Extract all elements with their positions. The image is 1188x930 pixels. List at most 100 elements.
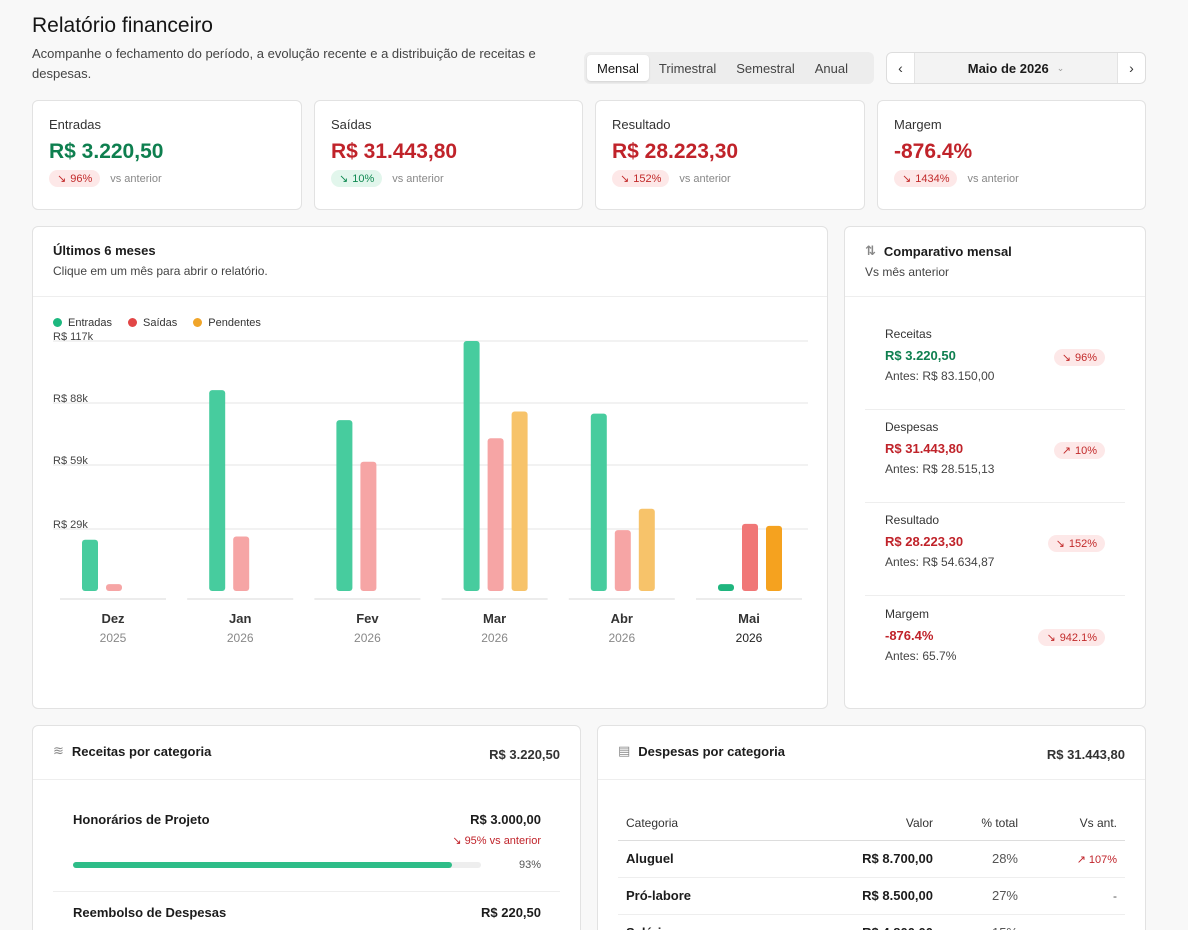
period-tabs: Mensal Trimestral Semestral Anual <box>584 52 874 84</box>
comparison-before: Antes: R$ 28.515,13 <box>885 462 995 476</box>
comparison-item: Despesas R$ 31.443,80 Antes: R$ 28.515,1… <box>865 420 1125 476</box>
arrow-down-right-icon: ↘ <box>339 173 349 185</box>
arrow-down-right-icon: ↘ <box>620 173 630 185</box>
kpi-value: R$ 28.223,30 <box>612 140 739 163</box>
chart-subtitle: Clique em um mês para abrir o relatório. <box>53 264 268 278</box>
arrow-down-right-icon: ↘ <box>452 835 465 847</box>
bar-entradas[interactable] <box>336 420 353 591</box>
kpi-label: Saídas <box>331 117 372 132</box>
x-tick-label[interactable]: Jan <box>229 611 251 626</box>
x-tick-label[interactable]: Mar <box>483 611 506 626</box>
kpi-label: Margem <box>894 117 942 132</box>
x-tick-label[interactable]: Dez <box>101 611 125 626</box>
expense-table: Categoria Valor % total Vs ant. Aluguel … <box>618 806 1125 930</box>
kpi-change-badge: ↘ 1434% <box>894 170 958 187</box>
kpi-vs-label: vs anterior <box>967 172 1019 185</box>
kpi-card-resultado: Resultado R$ 28.223,30 ↘ 152% vs anterior <box>595 100 865 210</box>
tab-semestral[interactable]: Semestral <box>736 60 795 76</box>
chart-card: Últimos 6 meses Clique em um mês para ab… <box>32 226 828 709</box>
col-header-categoria[interactable]: Categoria <box>618 806 808 841</box>
kpi-value: R$ 31.443,80 <box>331 140 458 163</box>
period-dropdown[interactable]: Maio de 2026 ⌄ <box>915 53 1117 83</box>
arrow-down-right-icon: ↘ <box>1046 632 1056 644</box>
expense-categories-title: Despesas por categoria <box>638 743 785 759</box>
bar-entradas[interactable] <box>718 584 734 591</box>
revenue-share-bar <box>73 862 481 868</box>
revenue-category-value: R$ 3.000,00 <box>470 812 541 827</box>
bar-entradas[interactable] <box>463 341 480 591</box>
kpi-card-saidas: Saídas R$ 31.443,80 ↘ 10% vs anterior <box>314 100 583 210</box>
category-cell: Aluguel <box>618 840 808 878</box>
prev-period-button[interactable]: ‹ <box>887 53 915 83</box>
legend-item-pendentes: Pendentes <box>193 317 261 329</box>
expense-categories-total: R$ 31.443,80 <box>1046 747 1125 762</box>
period-label: Maio de 2026 <box>967 60 1049 76</box>
kpi-card-margem: Margem -876.4% ↘ 1434% vs anterior <box>877 100 1146 210</box>
bar-pendentes[interactable] <box>766 525 782 591</box>
y-tick-label: R$ 29k <box>53 519 88 531</box>
comparison-before: Antes: R$ 83.150,00 <box>885 369 995 383</box>
table-row[interactable]: Pró-labore R$ 8.500,00 27% - <box>618 877 1125 915</box>
x-tick-year: 2026 <box>608 631 635 645</box>
kpi-change-badge: ↘ 10% <box>331 170 383 187</box>
revenue-category-value: R$ 220,50 <box>481 905 541 920</box>
table-row[interactable]: Salários R$ 4.800,00 15% <box>618 914 1125 930</box>
expense-categories-card: ▤ Despesas por categoria R$ 31.443,80 Ca… <box>597 725 1146 930</box>
bar-saídas[interactable] <box>233 536 250 591</box>
col-header-valor[interactable]: Valor <box>808 806 933 841</box>
vs-cell: - <box>1018 877 1125 915</box>
table-row[interactable]: Aluguel R$ 8.700,00 28% ↗ 107% <box>618 840 1125 878</box>
comparison-label: Resultado <box>885 513 940 527</box>
comparison-change-badge: ↘ 942.1% <box>1038 629 1105 646</box>
bar-saídas[interactable] <box>614 530 631 591</box>
x-tick-label[interactable]: Abr <box>611 611 633 626</box>
comparison-label: Margem <box>885 607 930 621</box>
tab-trimestral[interactable]: Trimestral <box>658 60 717 76</box>
comparison-change-badge: ↗ 10% <box>1053 442 1105 459</box>
bar-saídas[interactable] <box>487 438 504 591</box>
kpi-change-badge: ↘ 96% <box>49 170 101 187</box>
page-title: Relatório financeiro <box>32 14 213 37</box>
vs-change: - <box>1113 889 1117 903</box>
chevron-right-icon: › <box>1129 60 1134 76</box>
bar-entradas[interactable] <box>590 413 607 591</box>
kpi-label: Entradas <box>49 117 102 132</box>
comparison-value: R$ 28.223,30 <box>885 534 964 549</box>
value-cell: R$ 8.700,00 <box>808 840 933 878</box>
bar-entradas[interactable] <box>209 390 226 591</box>
bar-saídas[interactable] <box>742 523 758 591</box>
x-tick-year: 2026 <box>481 631 508 645</box>
kpi-value: R$ 3.220,50 <box>49 140 164 163</box>
chevron-left-icon: ‹ <box>898 60 903 76</box>
bar-chart: R$ 117k R$ 88k R$ 59k R$ 29k Dez 2025 Jan 2026 F… <box>53 331 808 645</box>
x-tick-year: 2026 <box>354 631 381 645</box>
col-header-vs[interactable]: Vs ant. <box>1018 806 1125 841</box>
y-tick-label: R$ 117k <box>53 331 94 343</box>
x-tick-label[interactable]: Fev <box>356 611 379 626</box>
bar-pendentes[interactable] <box>638 508 655 591</box>
tab-anual[interactable]: Anual <box>814 60 848 76</box>
bar-pendentes[interactable] <box>511 411 528 591</box>
divider <box>865 409 1125 410</box>
arrow-down-right-icon: ↘ <box>1055 538 1065 550</box>
bar-saídas[interactable] <box>360 461 377 591</box>
category-cell: Pró-labore <box>618 877 808 915</box>
chart-legend: Entradas Saídas Pendentes <box>53 317 261 329</box>
value-cell: R$ 4.800,00 <box>808 914 933 930</box>
revenue-share-label: 93% <box>518 859 541 871</box>
revenue-category-change: ↘ 95% vs anterior <box>452 835 541 847</box>
col-header-pct[interactable]: % total <box>933 806 1018 841</box>
kpi-value: -876.4% <box>894 140 973 163</box>
bar-saídas[interactable] <box>106 584 122 591</box>
pct-cell: 27% <box>933 877 1018 915</box>
next-period-button[interactable]: › <box>1117 53 1145 83</box>
comparison-before: Antes: 65.7% <box>885 649 957 663</box>
bar-entradas[interactable] <box>82 539 98 591</box>
pct-cell: 28% <box>933 840 1018 878</box>
x-tick-label[interactable]: Mai <box>738 611 760 626</box>
revenue-category-item[interactable]: Reembolso de Despesas R$ 220,50 <box>73 905 541 920</box>
layers-icon: ≋ <box>53 743 64 758</box>
kpi-card-entradas: Entradas R$ 3.220,50 ↘ 96% vs anterior <box>32 100 302 210</box>
tab-mensal[interactable]: Mensal <box>587 55 649 81</box>
revenue-category-item[interactable]: Honorários de Projeto R$ 3.000,00 ↘ 95% … <box>73 812 541 871</box>
